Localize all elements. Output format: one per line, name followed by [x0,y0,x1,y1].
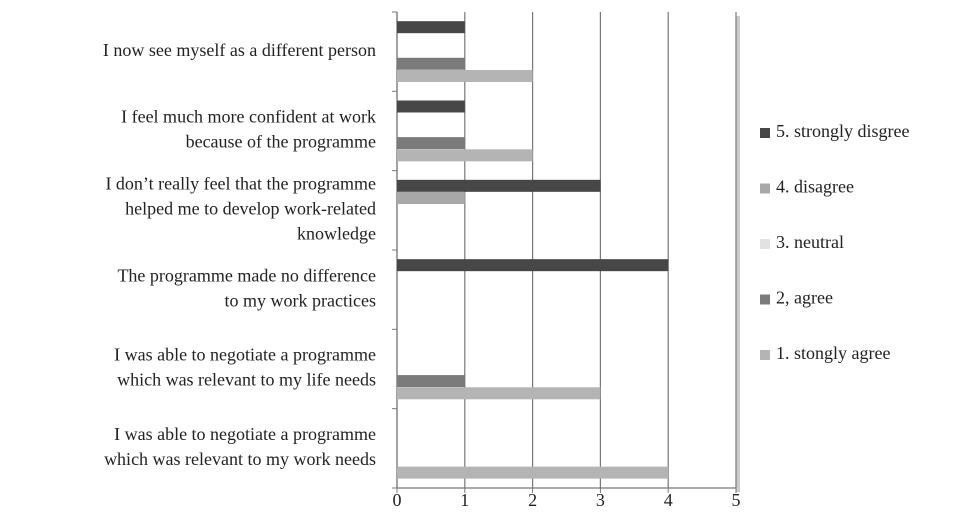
legend-swatch [760,239,770,249]
y-tick-label: The programme made no difference [117,265,376,285]
y-tick-label: which was relevant to my life needs [117,370,376,390]
legend-label: 2, agree [776,288,833,308]
legend-swatch [760,294,770,305]
y-tick-label: which was relevant to my work needs [104,449,376,469]
bar [397,21,465,34]
bar [397,69,533,82]
legend-swatch [760,128,770,138]
x-tick-label: 4 [664,490,673,510]
legend-label: 5. strongly disgree [776,121,909,141]
bar [397,375,465,388]
bar [397,192,465,205]
legend-swatch [760,183,770,194]
y-tick-label: I was able to negotiate a programme [114,345,376,365]
bar [397,466,669,479]
bar [397,387,601,400]
x-tick-label: 5 [732,490,741,510]
x-tick-label: 3 [596,490,605,510]
bar [397,57,465,70]
plot-shadow [736,16,740,492]
bar [397,137,465,150]
bar [397,149,533,162]
y-tick-label: helped me to develop work-related [125,198,376,218]
legend-label: 3. neutral [776,232,844,252]
x-tick-label: 1 [460,490,469,510]
legend-label: 4. disagree [776,177,854,197]
plot-area [397,12,736,488]
y-tick-label: because of the programme [186,132,376,152]
y-tick-label: I now see myself as a different person [103,40,376,60]
y-tick-label: I was able to negotiate a programme [114,424,376,444]
bar [397,259,669,272]
y-tick-label: to my work practices [225,290,376,310]
x-tick-label: 2 [528,490,537,510]
y-tick-label: knowledge [297,223,376,243]
bar [397,100,465,113]
legend-swatch [760,350,770,360]
x-tick-label: 0 [393,490,402,510]
bar [397,179,601,192]
legend-label: 1. stongly agree [776,343,890,363]
y-tick-label: I don’t really feel that the programme [105,173,376,193]
y-tick-label: I feel much more confident at work [121,107,376,127]
